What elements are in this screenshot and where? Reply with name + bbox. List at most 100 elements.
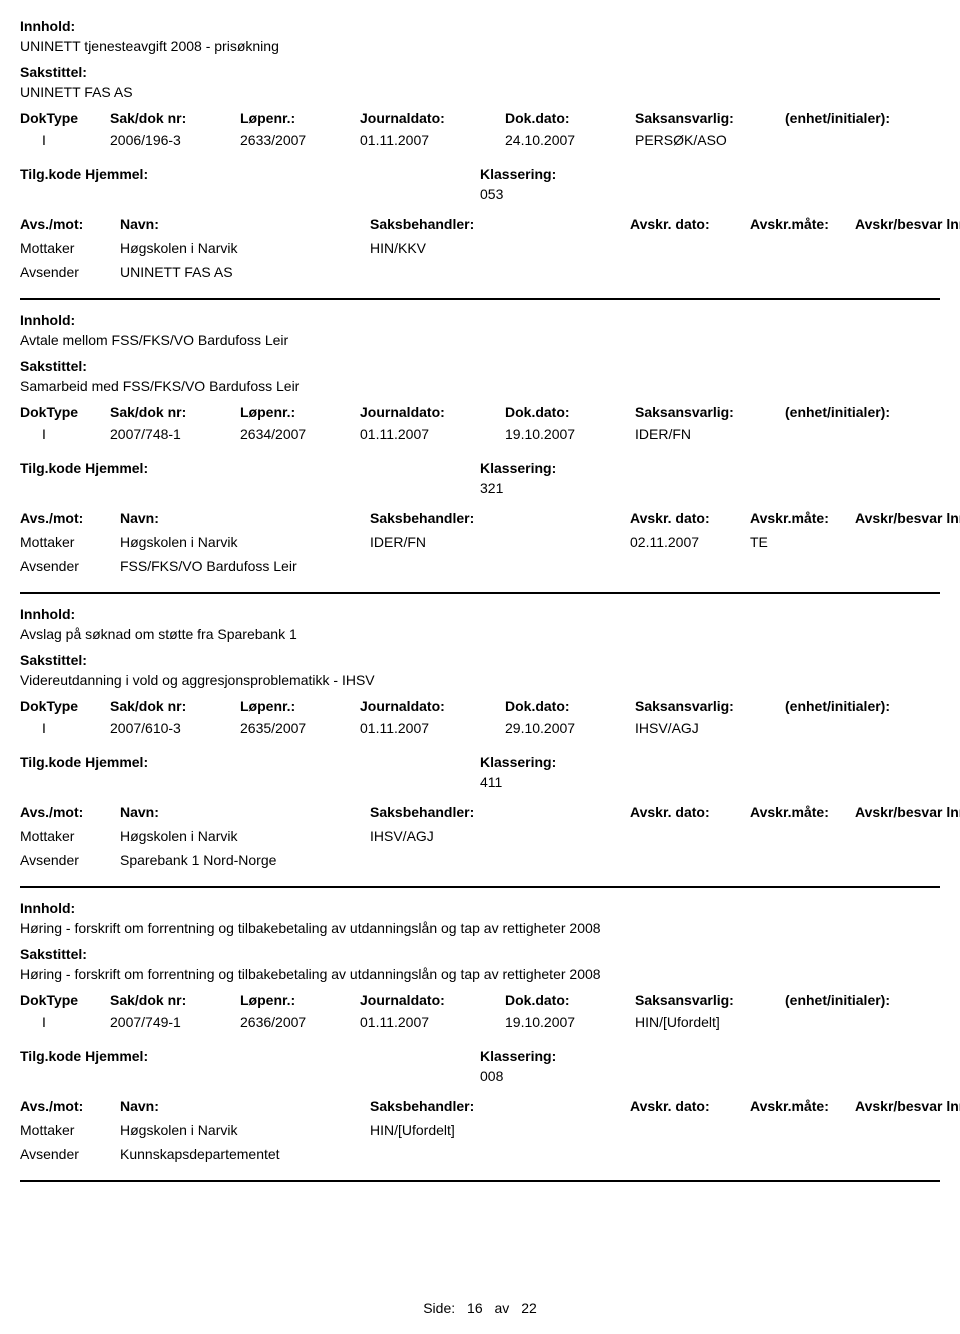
meta-values-row: I 2006/196-3 2633/2007 01.11.2007 24.10.… <box>20 132 940 148</box>
mottaker-navn: Høgskolen i Narvik <box>120 1122 370 1138</box>
hdr-enhet: (enhet/initialer): <box>785 110 955 126</box>
innhold-label: Innhold: <box>20 312 940 328</box>
val-doktype: I <box>20 1014 110 1030</box>
avsmot-header: Avs./mot: Navn: Saksbehandler: Avskr. da… <box>20 510 940 526</box>
hdr-avskrmate: Avskr.måte: <box>750 1098 855 1114</box>
hdr-avskrdato: Avskr. dato: <box>630 216 750 232</box>
tilgkode-label: Tilg.kode Hjemmel: <box>20 166 480 182</box>
hdr-saksansvarlig: Saksansvarlig: <box>635 404 785 420</box>
val-enhet <box>785 132 955 148</box>
hdr-enhet: (enhet/initialer): <box>785 992 955 1008</box>
sakstittel-value: Høring - forskrift om forrentning og til… <box>20 966 940 982</box>
mottaker-navn: Høgskolen i Narvik <box>120 828 370 844</box>
meta-header-row: DokType Sak/dok nr: Løpenr.: Journaldato… <box>20 992 940 1008</box>
klassering-label: Klassering: <box>480 460 780 476</box>
meta-header-row: DokType Sak/dok nr: Løpenr.: Journaldato… <box>20 110 940 126</box>
hdr-avskrbesvar: Avskr/besvar lnr. <box>855 510 960 526</box>
hdr-navn: Navn: <box>120 1098 370 1114</box>
record: Innhold: Høring - forskrift om forrentni… <box>20 900 940 1182</box>
val-doktype: I <box>20 426 110 442</box>
record: Innhold: Avslag på søknad om støtte fra … <box>20 606 940 888</box>
klassering-value: 411 <box>20 774 940 790</box>
klassering-value: 008 <box>20 1068 940 1084</box>
hdr-lopenr: Løpenr.: <box>240 404 360 420</box>
val-journaldato: 01.11.2007 <box>360 426 505 442</box>
avsender-label: Avsender <box>20 852 120 868</box>
hdr-avsmot: Avs./mot: <box>20 1098 120 1114</box>
sakstittel-label: Sakstittel: <box>20 358 940 374</box>
mottaker-label: Mottaker <box>20 828 120 844</box>
val-doktype: I <box>20 132 110 148</box>
val-saksansvarlig: IHSV/AGJ <box>635 720 785 736</box>
sakstittel-label: Sakstittel: <box>20 652 940 668</box>
hjemmel-row: Tilg.kode Hjemmel: Klassering: <box>20 1048 940 1064</box>
val-lopenr: 2633/2007 <box>240 132 360 148</box>
mottaker-row: Mottaker Høgskolen i Narvik HIN/KKV <box>20 240 940 256</box>
hdr-avskrmate: Avskr.måte: <box>750 804 855 820</box>
innhold-label: Innhold: <box>20 900 940 916</box>
avsmot-header: Avs./mot: Navn: Saksbehandler: Avskr. da… <box>20 804 940 820</box>
hjemmel-row: Tilg.kode Hjemmel: Klassering: <box>20 460 940 476</box>
hdr-avsmot: Avs./mot: <box>20 216 120 232</box>
record: Innhold: Avtale mellom FSS/FKS/VO Barduf… <box>20 312 940 594</box>
avskrdato-value: 02.11.2007 <box>630 534 750 550</box>
sakstittel-label: Sakstittel: <box>20 946 940 962</box>
avsmot-header: Avs./mot: Navn: Saksbehandler: Avskr. da… <box>20 1098 940 1114</box>
hjemmel-row: Tilg.kode Hjemmel: Klassering: <box>20 166 940 182</box>
meta-header-row: DokType Sak/dok nr: Løpenr.: Journaldato… <box>20 698 940 714</box>
innhold-label: Innhold: <box>20 18 940 34</box>
footer-side-label: Side: <box>423 1300 455 1316</box>
avsender-row: Avsender Kunnskapsdepartementet <box>20 1146 940 1162</box>
val-sakdok: 2007/749-1 <box>110 1014 240 1030</box>
avsender-row: Avsender FSS/FKS/VO Bardufoss Leir <box>20 558 940 574</box>
mottaker-row: Mottaker Høgskolen i Narvik IDER/FN 02.1… <box>20 534 940 550</box>
hdr-saksbehandler: Saksbehandler: <box>370 510 630 526</box>
hdr-dokdato: Dok.dato: <box>505 110 635 126</box>
hdr-doktype: DokType <box>20 110 110 126</box>
hdr-journaldato: Journaldato: <box>360 698 505 714</box>
avsender-navn: UNINETT FAS AS <box>120 264 370 280</box>
val-lopenr: 2636/2007 <box>240 1014 360 1030</box>
hdr-avsmot: Avs./mot: <box>20 804 120 820</box>
hdr-saksansvarlig: Saksansvarlig: <box>635 698 785 714</box>
hdr-dokdato: Dok.dato: <box>505 404 635 420</box>
hdr-dokdato: Dok.dato: <box>505 698 635 714</box>
klassering-label: Klassering: <box>480 754 780 770</box>
avsender-row: Avsender UNINETT FAS AS <box>20 264 940 280</box>
page-footer: Side: 16 av 22 <box>0 1300 960 1316</box>
hdr-enhet: (enhet/initialer): <box>785 404 955 420</box>
avsender-row: Avsender Sparebank 1 Nord-Norge <box>20 852 940 868</box>
avskrdato-value <box>630 1122 750 1138</box>
meta-header-row: DokType Sak/dok nr: Løpenr.: Journaldato… <box>20 404 940 420</box>
mottaker-navn: Høgskolen i Narvik <box>120 534 370 550</box>
hdr-avsmot: Avs./mot: <box>20 510 120 526</box>
val-dokdato: 19.10.2007 <box>505 1014 635 1030</box>
hdr-sakdok: Sak/dok nr: <box>110 698 240 714</box>
val-dokdato: 29.10.2007 <box>505 720 635 736</box>
val-saksansvarlig: HIN/[Ufordelt] <box>635 1014 785 1030</box>
avsender-navn: Kunnskapsdepartementet <box>120 1146 370 1162</box>
mottaker-label: Mottaker <box>20 240 120 256</box>
hdr-lopenr: Løpenr.: <box>240 992 360 1008</box>
val-enhet <box>785 426 955 442</box>
avskrmate-value <box>750 240 855 256</box>
innhold-label: Innhold: <box>20 606 940 622</box>
mottaker-label: Mottaker <box>20 1122 120 1138</box>
hdr-navn: Navn: <box>120 804 370 820</box>
hdr-avskrdato: Avskr. dato: <box>630 510 750 526</box>
sakstittel-label: Sakstittel: <box>20 64 940 80</box>
avskrmate-value: TE <box>750 534 855 550</box>
sakstittel-value: Videreutdanning i vold og aggresjonsprob… <box>20 672 940 688</box>
meta-values-row: I 2007/610-3 2635/2007 01.11.2007 29.10.… <box>20 720 940 736</box>
hdr-sakdok: Sak/dok nr: <box>110 404 240 420</box>
hdr-saksbehandler: Saksbehandler: <box>370 804 630 820</box>
val-saksansvarlig: IDER/FN <box>635 426 785 442</box>
innhold-value: Høring - forskrift om forrentning og til… <box>20 920 940 936</box>
saksbehandler-value: IHSV/AGJ <box>370 828 630 844</box>
val-enhet <box>785 1014 955 1030</box>
footer-av-label: av <box>495 1300 510 1316</box>
tilgkode-label: Tilg.kode Hjemmel: <box>20 1048 480 1064</box>
val-saksansvarlig: PERSØK/ASO <box>635 132 785 148</box>
hdr-journaldato: Journaldato: <box>360 110 505 126</box>
val-dokdato: 19.10.2007 <box>505 426 635 442</box>
